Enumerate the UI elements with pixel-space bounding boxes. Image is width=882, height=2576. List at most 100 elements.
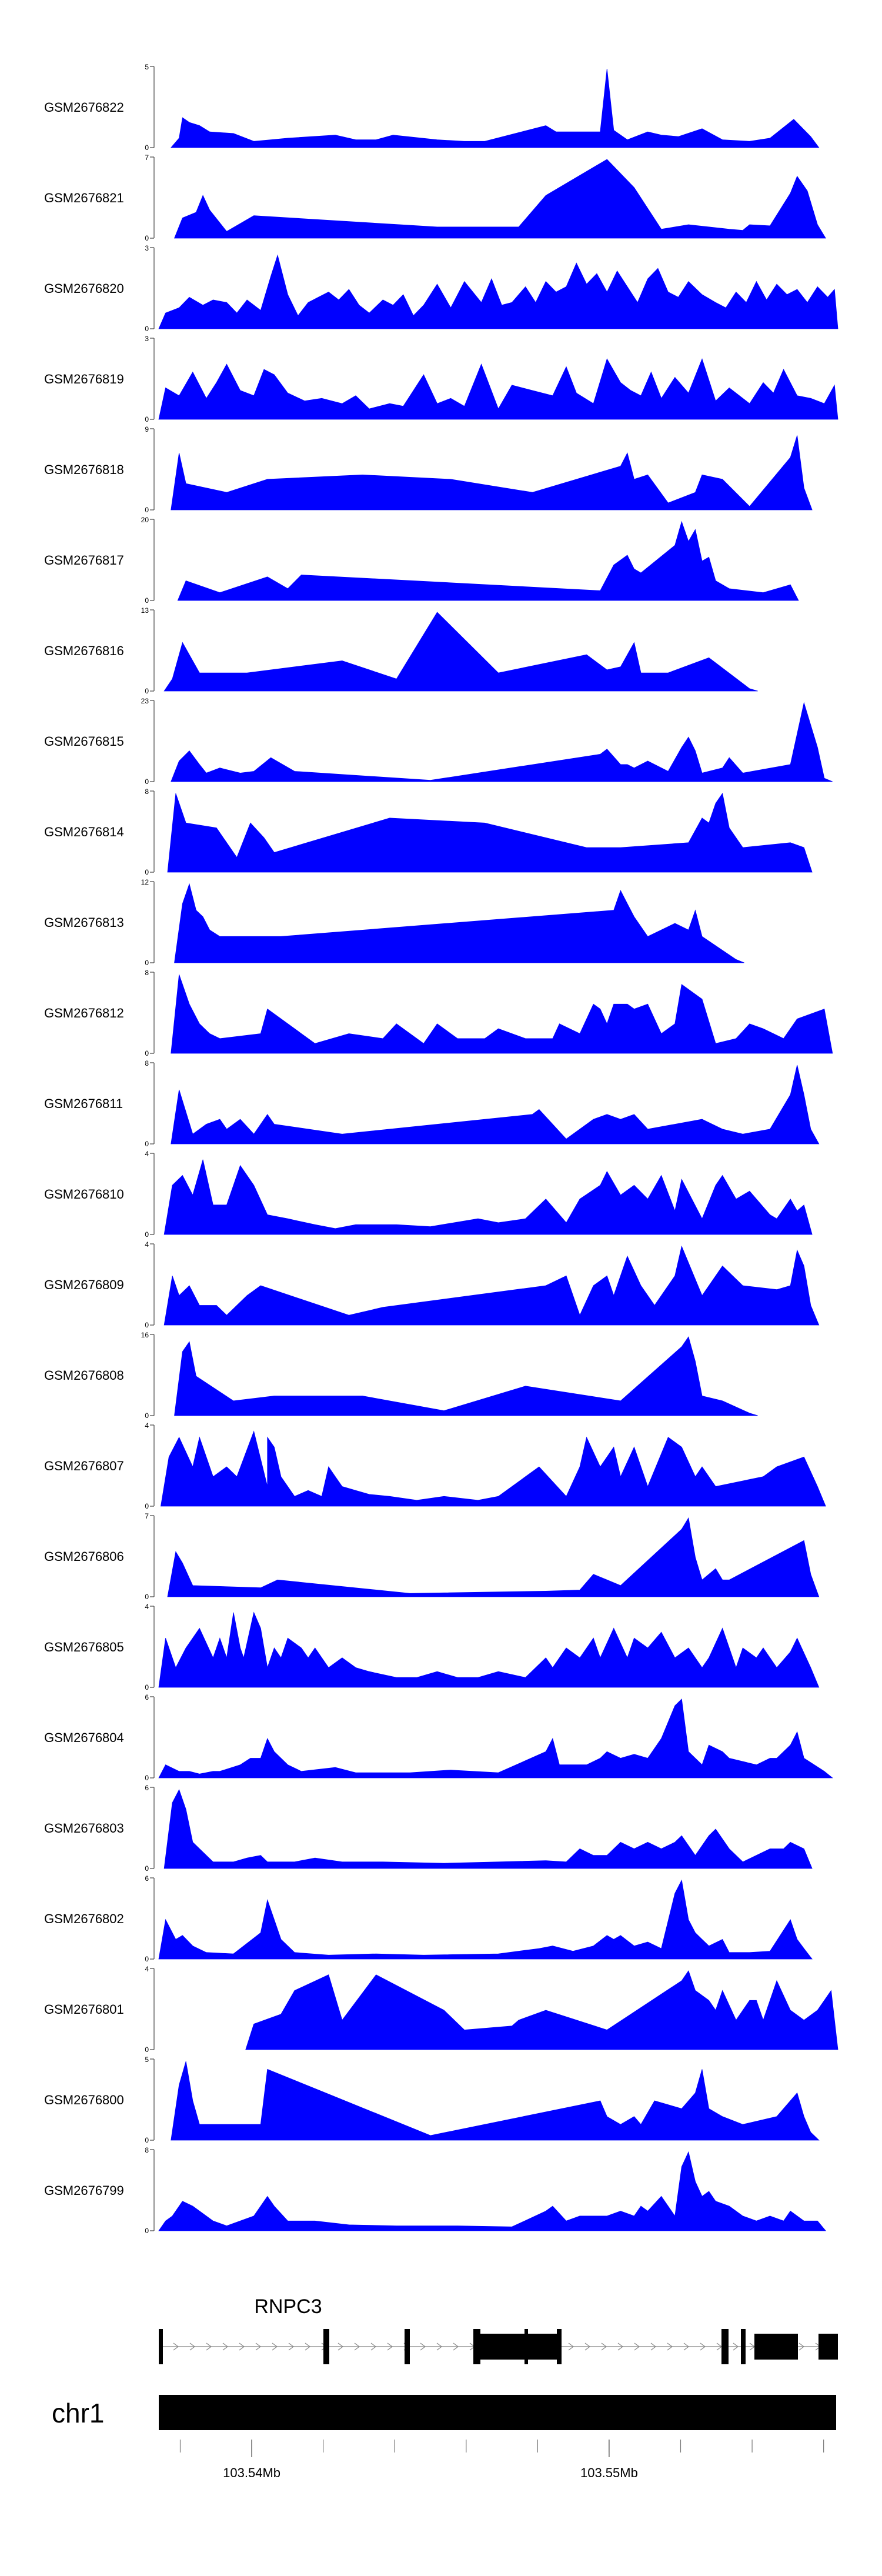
coverage-area [158,358,838,420]
track-GSM2676804: GSM2676804 6 0 [44,1693,833,1782]
track-label: GSM2676815 [44,734,124,749]
y-tick-label-max: 20 [141,516,149,524]
track-GSM2676816: GSM2676816 13 0 [44,606,758,695]
coverage-tracks: GSM267682250GSM267682170GSM267682030GSM2… [44,63,838,2235]
coverage-area [171,2061,820,2141]
coverage-area [174,159,826,239]
y-tick-label-min: 0 [145,1412,149,1420]
coverage-area [158,1699,833,1778]
track-label: GSM2676806 [44,1549,124,1564]
track-GSM2676817: GSM2676817 20 0 [44,516,799,605]
strand-arrow [436,2343,442,2351]
strand-arrow [173,2343,179,2351]
y-tick-label-min: 0 [145,234,149,242]
track-label: GSM2676809 [44,1277,124,1292]
coverage-area [245,1970,838,2050]
track-label: GSM2676799 [44,2183,124,2198]
exon [818,2334,838,2360]
y-tick-label-min: 0 [145,1593,149,1601]
coverage-area [161,1430,826,1507]
track-label: GSM2676819 [44,372,124,386]
y-tick-label-max: 8 [145,1059,149,1067]
y-tick-label-max: 9 [145,425,149,433]
track-label: GSM2676802 [44,1911,124,1926]
coverage-area [174,1336,758,1416]
coverage-area [171,435,813,510]
exon [741,2329,746,2364]
track-GSM2676806: GSM2676806 7 0 [44,1512,820,1601]
y-tick-label-max: 8 [145,788,149,796]
y-tick-label-min: 0 [145,1049,149,1057]
track-label: GSM2676821 [44,191,124,205]
genomic-axis: 103.54Mb 103.55Mb [179,2440,824,2480]
track-label: GSM2676811 [44,1096,123,1111]
strand-arrow [700,2343,706,2351]
y-tick-label-max: 4 [145,1965,149,1973]
strand-arrow [667,2343,673,2351]
y-tick-label-max: 7 [145,154,149,162]
coverage-area [170,68,820,148]
coverage-area [171,1065,820,1144]
coverage-area [163,612,758,692]
y-tick-label-max: 6 [145,1693,149,1701]
strand-arrow [354,2343,360,2351]
track-label: GSM2676822 [44,100,124,115]
track-label: GSM2676820 [44,281,124,296]
coverage-area [158,254,838,329]
strand-arrow [799,2343,804,2351]
strand-arrow [206,2343,212,2351]
y-tick-label-max: 6 [145,1784,149,1792]
strand-arrow [584,2343,590,2351]
y-tick-label-max: 4 [145,1422,149,1430]
strand-arrow [733,2343,739,2351]
y-tick-label-min: 0 [145,687,149,695]
y-tick-label-min: 0 [145,1683,149,1691]
strand-arrow [305,2343,310,2351]
strand-arrow [255,2343,261,2351]
axis-tick-label: 103.54Mb [223,2465,280,2480]
track-label: GSM2676816 [44,643,124,658]
strand-arrow [617,2343,623,2351]
exon [159,2329,163,2364]
track-GSM2676820: GSM2676820 3 0 [44,244,838,333]
y-tick-label-min: 0 [145,778,149,786]
strand-arrow [239,2343,245,2351]
strand-arrow [272,2343,278,2351]
strand-arrow [338,2343,343,2351]
track-GSM2676810: GSM2676810 4 0 [44,1150,813,1239]
track-GSM2676811: GSM2676811 8 0 [44,1059,820,1148]
y-tick-label-max: 3 [145,335,149,343]
track-GSM2676809: GSM2676809 4 0 [44,1240,820,1329]
coverage-area [171,702,833,782]
exon [754,2334,798,2360]
y-tick-label-min: 0 [145,506,149,514]
track-GSM2676814: GSM2676814 8 0 [44,788,813,876]
track-label: GSM2676805 [44,1640,124,1654]
track-GSM2676801: GSM2676801 4 0 [44,1965,838,2054]
gene-model [159,2329,838,2364]
strand-arrow [453,2343,459,2351]
coverage-area [163,1159,813,1235]
y-tick-label-min: 0 [145,1140,149,1148]
track-GSM2676818: GSM2676818 9 0 [44,425,813,514]
track-GSM2676800: GSM2676800 5 0 [44,2056,820,2144]
y-tick-label-min: 0 [145,1864,149,1873]
track-label: GSM2676812 [44,1006,124,1020]
strand-arrow [370,2343,376,2351]
exon [323,2329,329,2364]
y-tick-label-min: 0 [145,415,149,423]
track-label: GSM2676813 [44,915,124,930]
track-GSM2676808: GSM2676808 16 0 [44,1331,758,1420]
track-label: GSM2676808 [44,1368,124,1383]
coverage-area [158,1879,813,1960]
y-tick-label-max: 4 [145,1240,149,1249]
y-tick-label-max: 8 [145,969,149,977]
track-GSM2676822: GSM2676822 5 0 [44,63,820,152]
y-tick-label-max: 5 [145,2056,149,2064]
track-label: GSM2676818 [44,462,124,477]
track-GSM2676819: GSM2676819 3 0 [44,335,838,423]
y-tick-label-min: 0 [145,1230,149,1239]
y-tick-label-min: 0 [145,1774,149,1782]
y-tick-label-max: 3 [145,244,149,252]
